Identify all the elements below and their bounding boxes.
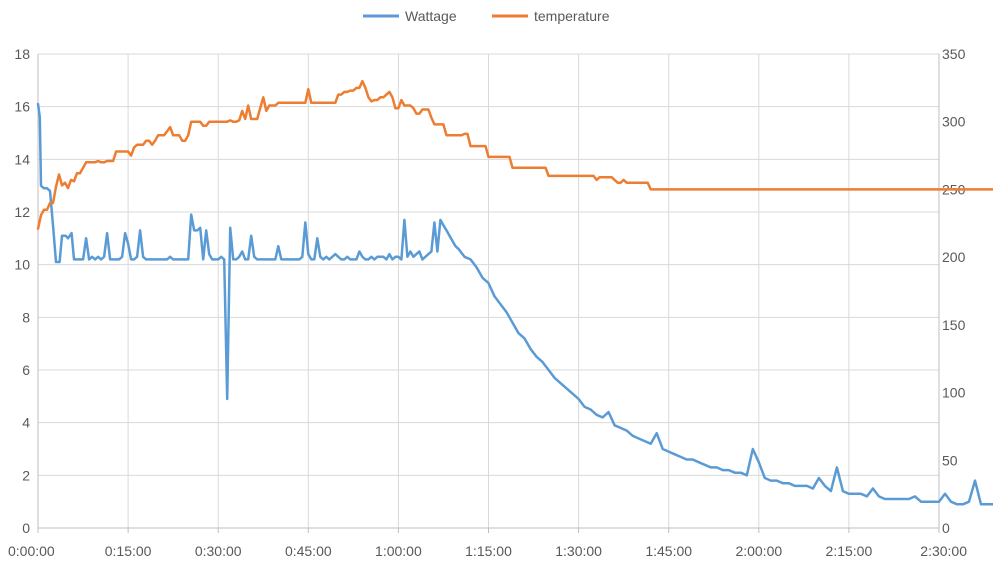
legend: Wattage temperature xyxy=(363,8,610,24)
x-axis: 0:00:00 0:15:00 0:30:00 0:45:00 1:00:00 1:15:… xyxy=(8,528,967,559)
y-axis-left: 0 2 4 6 8 10 12 14 16 18 xyxy=(14,46,30,536)
grid xyxy=(37,53,940,529)
y-right-tick-label: 350 xyxy=(942,46,966,62)
y-left-tick-label: 8 xyxy=(22,309,30,325)
y-left-tick-label: 18 xyxy=(14,46,30,62)
y-left-tick-label: 10 xyxy=(14,257,30,273)
x-tick-label: 0:00:00 xyxy=(8,543,55,559)
y-right-tick-label: 300 xyxy=(942,114,966,130)
y-right-tick-label: 50 xyxy=(942,452,958,468)
y-right-tick-label: 150 xyxy=(942,317,966,333)
x-tick-label: 1:00:00 xyxy=(375,543,422,559)
x-tick-label: 2:15:00 xyxy=(826,543,873,559)
plot-area xyxy=(36,79,993,506)
x-tick-label: 2:00:00 xyxy=(735,543,782,559)
y-left-tick-label: 16 xyxy=(14,99,30,115)
x-tick-label: 1:30:00 xyxy=(555,543,602,559)
y-right-tick-label: 200 xyxy=(942,249,966,265)
x-tick-label: 2:30:00 xyxy=(920,543,967,559)
y-right-tick-label: 0 xyxy=(942,520,950,536)
legend-label-wattage: Wattage xyxy=(405,8,457,24)
y-left-tick-label: 2 xyxy=(22,467,30,483)
y-left-tick-label: 4 xyxy=(22,415,30,431)
x-tick-label: 0:15:00 xyxy=(105,543,152,559)
y-left-tick-label: 12 xyxy=(14,204,30,220)
x-tick-label: 0:45:00 xyxy=(285,543,332,559)
y-left-tick-label: 0 xyxy=(22,520,30,536)
series-line-temperature xyxy=(36,79,993,230)
y-left-tick-label: 14 xyxy=(14,151,30,167)
x-tick-label: 0:30:00 xyxy=(195,543,242,559)
y-right-tick-label: 100 xyxy=(942,385,966,401)
legend-label-temperature: temperature xyxy=(534,8,610,24)
x-tick-label: 1:45:00 xyxy=(645,543,692,559)
x-tick-label: 1:15:00 xyxy=(465,543,512,559)
y-left-tick-label: 6 xyxy=(22,362,30,378)
series-line-wattage xyxy=(36,102,993,506)
